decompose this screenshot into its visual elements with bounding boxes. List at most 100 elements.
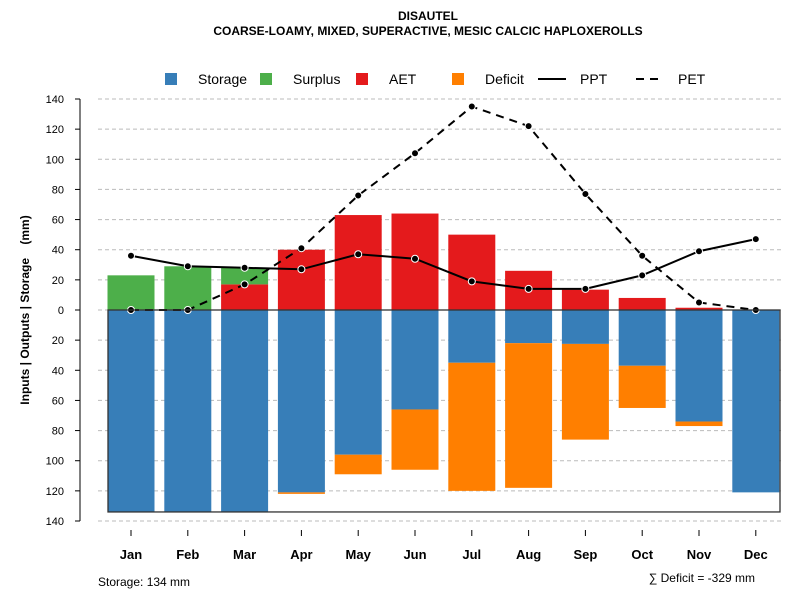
aet-bar <box>277 249 325 310</box>
legend-label: Surplus <box>293 71 340 87</box>
aet-bar <box>221 284 269 310</box>
y-tick-label: 100 <box>46 154 64 166</box>
pet-point <box>581 189 590 198</box>
legend-label: Storage <box>198 71 247 87</box>
ppt-point <box>183 262 192 271</box>
storage-capacity-box <box>107 309 781 513</box>
y-tick-label: 60 <box>52 215 64 227</box>
deficit-bar <box>675 421 723 427</box>
y-tick-label: 40 <box>52 365 64 377</box>
storage-bar <box>448 310 496 363</box>
y-tick-label: 20 <box>52 335 64 347</box>
deficit-bar <box>505 343 553 488</box>
ppt-point <box>127 251 135 260</box>
legend-label: AET <box>389 71 417 87</box>
legend-item-deficit: Deficit <box>452 71 524 87</box>
surplus-bar <box>107 275 155 310</box>
pet-point <box>354 191 363 200</box>
y-tick-label: 80 <box>52 184 64 196</box>
y-tick-label: 60 <box>52 395 64 407</box>
legend-swatch <box>452 73 464 85</box>
storage-bar <box>277 310 325 493</box>
deficit-bar <box>391 409 439 470</box>
legend-swatch <box>165 73 177 85</box>
deficit-bar <box>561 343 609 440</box>
ppt-point <box>581 284 590 293</box>
storage-bar <box>618 310 666 366</box>
deficit-bar <box>618 365 666 408</box>
storage-bar <box>505 310 553 344</box>
y-tick-label: 0 <box>58 305 64 317</box>
y-axis-label: Inputs | Outputs | Storage (mm) <box>18 215 32 404</box>
x-tick-label: May <box>346 547 372 562</box>
y-tick-label: 140 <box>46 94 64 106</box>
deficit-bar <box>334 454 382 475</box>
pet-point <box>297 244 306 253</box>
ppt-point <box>751 235 760 244</box>
storage-bar <box>391 310 439 410</box>
legend-label: PPT <box>580 71 608 87</box>
storage-bar <box>732 310 780 493</box>
pet-point <box>638 251 647 260</box>
chart-subtitle: COARSE-LOAMY, MIXED, SUPERACTIVE, MESIC … <box>213 24 642 38</box>
legend-item-pet: PET <box>636 71 706 87</box>
legend-item-aet: AET <box>356 71 417 87</box>
y-tick-label: 140 <box>46 516 64 528</box>
legend-swatch <box>260 73 272 85</box>
ppt-point <box>467 277 476 286</box>
pet-point <box>695 298 703 307</box>
aet-bar <box>334 215 382 310</box>
pet-point <box>524 122 533 131</box>
aet-bar <box>561 289 609 310</box>
storage-bar <box>107 310 155 512</box>
ppt-point <box>240 263 249 272</box>
x-tick-label: Jan <box>120 547 142 562</box>
x-tick-label: Apr <box>290 547 312 562</box>
legend-swatch <box>356 73 368 85</box>
aet-bar <box>675 307 723 310</box>
x-tick-label: Mar <box>233 547 256 562</box>
x-tick-label: Dec <box>744 547 768 562</box>
storage-bar <box>164 310 212 512</box>
ppt-point <box>638 271 647 280</box>
surplus-bar <box>221 267 269 285</box>
storage-bar <box>334 310 382 455</box>
aet-bar <box>618 297 666 310</box>
x-tick-label: Nov <box>687 547 712 562</box>
y-tick-label: 40 <box>52 245 64 257</box>
ppt-line <box>130 238 757 290</box>
storage-bar <box>675 310 723 422</box>
legend-label: PET <box>678 71 706 87</box>
storage-bar <box>561 310 609 344</box>
y-tick-label: 20 <box>52 275 64 287</box>
legend-label: Deficit <box>485 71 524 87</box>
ppt-point <box>297 265 306 274</box>
pet-point <box>411 149 419 158</box>
legend-item-ppt: PPT <box>538 71 608 87</box>
x-tick-label: Oct <box>631 547 653 562</box>
ppt-point <box>354 250 363 259</box>
x-tick-label: Jul <box>462 547 481 562</box>
legend-item-surplus: Surplus <box>260 71 340 87</box>
y-tick-label: 80 <box>52 426 64 438</box>
pet-point <box>240 280 249 289</box>
ppt-point <box>695 247 703 256</box>
pet-line <box>131 105 756 311</box>
x-tick-label: Feb <box>176 547 199 562</box>
y-tick-label: 120 <box>46 124 64 136</box>
deficit-bar <box>277 492 325 494</box>
x-tick-label: Aug <box>516 547 541 562</box>
x-tick-label: Jun <box>403 547 426 562</box>
y-tick-label: 100 <box>46 456 64 468</box>
deficit-bar <box>448 362 496 491</box>
y-tick-label: 120 <box>46 486 64 498</box>
x-tick-label: Sep <box>573 547 597 562</box>
aet-bar <box>448 234 496 310</box>
pet-point <box>467 102 476 111</box>
ppt-point <box>524 284 533 293</box>
footer-deficit-sum: ∑ Deficit = -329 mm <box>649 571 755 585</box>
footer-storage: Storage: 134 mm <box>98 575 190 589</box>
ppt-point <box>411 254 419 263</box>
